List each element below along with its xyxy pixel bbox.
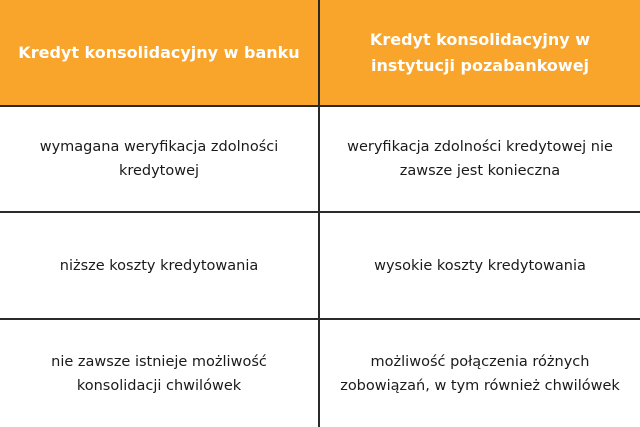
table-cell: wysokie koszty kredytowania [320,213,640,320]
header-non-bank: Kredyt konsolidacyjny w instytucji pozab… [320,0,640,107]
table-cell: wymagana weryfikacja zdolności kredytowe… [0,107,320,213]
table-cell: weryfikacja zdolności kredytowej nie zaw… [320,107,640,213]
table-cell: niższe koszty kredytowania [0,213,320,320]
header-bank: Kredyt konsolidacyjny w banku [0,0,320,107]
table-cell: możliwość połączenia różnych zobowiązań,… [340,353,620,394]
table-cell: nie zawsze istnieje możliwość konsolidac… [0,320,320,427]
